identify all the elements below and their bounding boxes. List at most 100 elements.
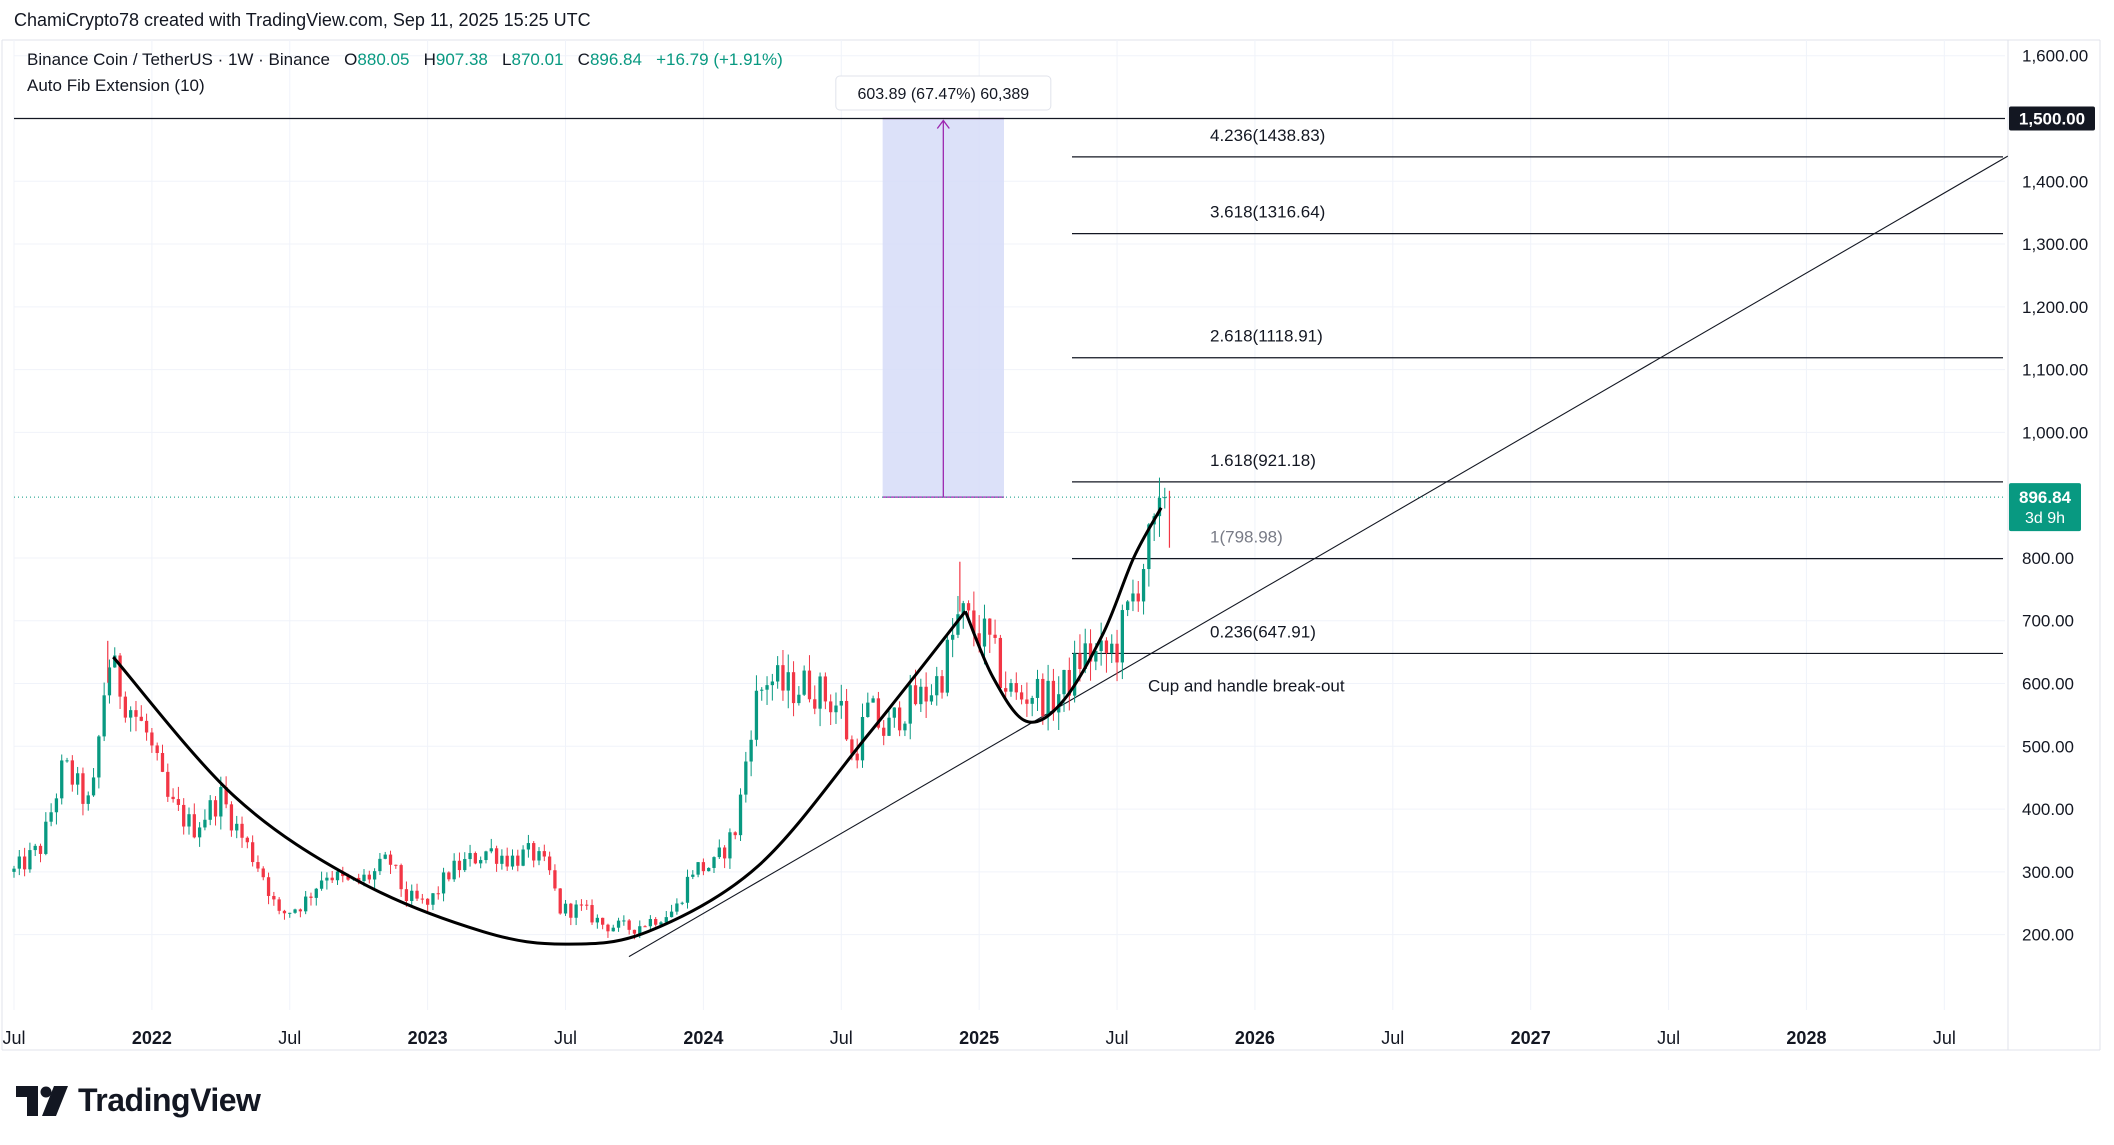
candle-body [494, 848, 499, 864]
candle-body [330, 877, 334, 881]
y-tick-label: 700.00 [2022, 612, 2074, 631]
candle-body [272, 895, 276, 900]
candle-body [49, 812, 53, 822]
x-tick-label: 2027 [1511, 1028, 1551, 1048]
candle-body [107, 667, 112, 696]
candle-body [235, 823, 239, 831]
candle-body [781, 665, 785, 691]
fib-level-label: 1.618(921.18) [1210, 451, 1316, 470]
candle-body [187, 814, 191, 827]
candle-body [1067, 669, 1071, 696]
candle-body [860, 717, 865, 761]
measure-arrow-head [936, 119, 950, 129]
candle-body [770, 681, 774, 686]
candle-body [977, 633, 981, 647]
candle-body [314, 888, 318, 898]
x-tick-label: Jul [830, 1028, 853, 1048]
candle-body [749, 739, 753, 762]
candle-body [219, 787, 223, 817]
candle-body [956, 614, 960, 635]
candle-body [1051, 680, 1056, 713]
candle-body [542, 851, 546, 857]
candle-body [1136, 593, 1140, 602]
candle-body [834, 705, 838, 713]
candle-body [823, 676, 828, 702]
candle-body [844, 700, 849, 740]
candle-body [866, 702, 870, 718]
candle-body [680, 902, 684, 904]
candle-body [802, 670, 806, 695]
candle-body [1035, 678, 1040, 698]
candle-body [75, 773, 80, 785]
candle-body [1088, 643, 1093, 662]
candle-body [250, 842, 255, 863]
candle-body [1014, 683, 1018, 693]
open-value: 880.05 [357, 50, 410, 69]
y-tick-label: 1,400.00 [2022, 172, 2088, 191]
candle-body [606, 924, 610, 932]
y-tick-label: 1,300.00 [2022, 235, 2088, 254]
candle-body [569, 903, 573, 918]
candle-body [1094, 651, 1098, 662]
candle-body [1141, 569, 1146, 602]
candle-body [1083, 643, 1087, 669]
indicator-legend[interactable]: Auto Fib Extension (10) [27, 76, 205, 96]
candle-body [452, 860, 456, 880]
candle-body [1099, 640, 1103, 652]
tradingview-logo[interactable]: TradingView [16, 1082, 261, 1119]
candle-body [585, 904, 589, 906]
time-axis: Jul 2022 Jul 2023 Jul 2024 Jul 2025 Jul 2026 Jul 20… [2, 1028, 1955, 1048]
candle-body [60, 760, 64, 799]
candle-body [1110, 643, 1114, 653]
x-tick-label: 2023 [408, 1028, 448, 1048]
candle-body [908, 685, 912, 724]
x-tick-label: Jul [1106, 1028, 1129, 1048]
candle-body [510, 855, 515, 867]
x-tick-label: 2028 [1786, 1028, 1826, 1048]
close-label: C [577, 50, 590, 69]
candle-body [468, 853, 472, 860]
pattern-annotation: Cup and handle break-out [1148, 677, 1345, 696]
candle-body [892, 707, 896, 718]
candle-body [595, 917, 599, 923]
candle-body [378, 858, 382, 872]
candle-body [44, 821, 48, 854]
candle-body [940, 676, 944, 693]
candle-body [558, 888, 562, 914]
candle-body [516, 855, 520, 866]
candle-body [643, 926, 647, 928]
candle-body [972, 610, 976, 634]
candle-body [850, 739, 854, 754]
last-price-countdown: 3d 9h [2025, 510, 2065, 527]
low-value: 870.01 [511, 50, 564, 69]
candle-body [664, 917, 668, 923]
candle-body [738, 794, 743, 836]
candle-body [855, 753, 859, 761]
candle-body [961, 603, 965, 615]
candle-body [12, 868, 16, 872]
candle-body [526, 843, 531, 850]
candle-body [1078, 653, 1082, 669]
candle-body [150, 732, 154, 746]
candle-body [298, 909, 303, 912]
candle-body [500, 855, 504, 864]
candle-body [754, 690, 759, 740]
indicator-title[interactable]: Auto Fib Extension (10) [27, 76, 205, 95]
symbol-title[interactable]: Binance Coin / TetherUS · 1W · Binance [27, 50, 330, 69]
candle-body [33, 845, 37, 851]
candle-body [182, 804, 186, 827]
candle-body [691, 874, 695, 877]
measure-label: 603.89 (67.47%) 60,389 [857, 86, 1029, 103]
candle-body [261, 868, 265, 878]
candle-body [129, 710, 133, 718]
candle-body [1131, 593, 1135, 602]
candle-body [123, 696, 128, 718]
candle-body [1115, 643, 1119, 663]
candle-body [1163, 497, 1167, 499]
candle-body [399, 865, 403, 890]
candle-body [1072, 653, 1077, 696]
symbol-legend: Binance Coin / TetherUS · 1W · Binance O… [27, 50, 783, 70]
candle-body [256, 862, 260, 869]
